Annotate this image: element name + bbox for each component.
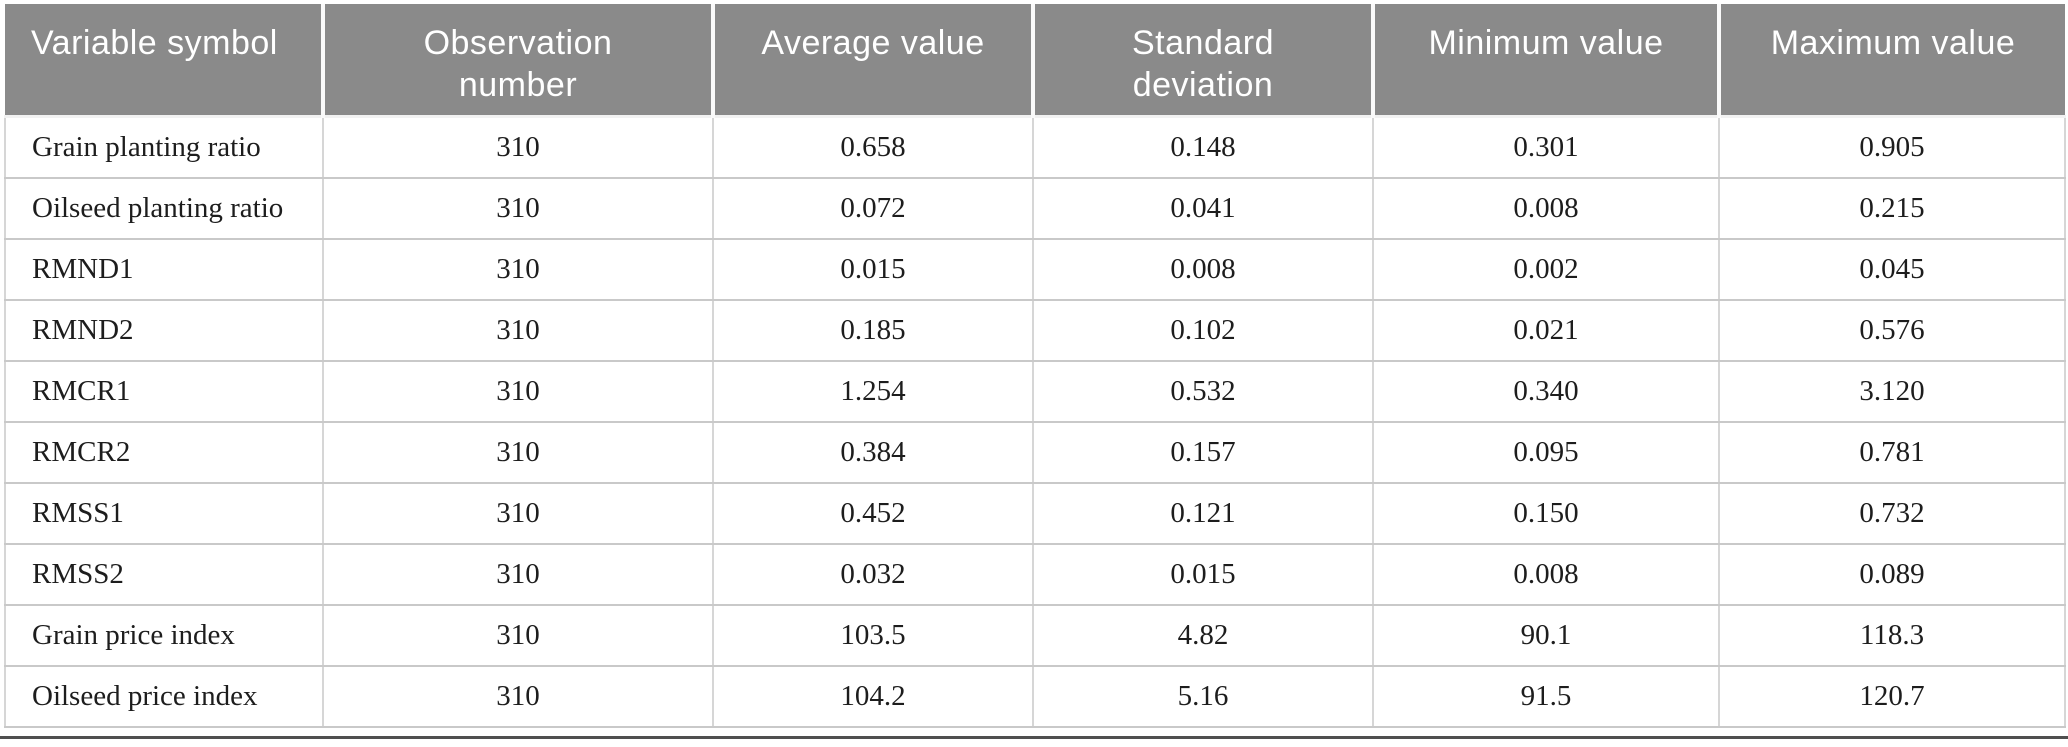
cell-standard-deviation: 0.015	[1033, 544, 1374, 606]
cell-standard-deviation: 0.121	[1033, 483, 1374, 545]
cell-standard-deviation: 0.041	[1033, 178, 1374, 240]
column-header-average-value: Average value	[713, 4, 1035, 118]
cell-average-value: 0.384	[713, 422, 1034, 484]
cell-maximum-value: 0.905	[1719, 116, 2066, 179]
cell-minimum-value: 90.1	[1373, 605, 1720, 667]
cell-standard-deviation: 0.157	[1033, 422, 1374, 484]
cell-minimum-value: 0.301	[1373, 116, 1720, 179]
cell-variable-symbol: Grain planting ratio	[4, 116, 324, 179]
cell-observation-number: 310	[323, 422, 714, 484]
cell-variable-symbol: RMSS2	[4, 544, 324, 606]
table-row: RMSS1 310 0.452 0.121 0.150 0.732	[4, 483, 2066, 545]
cell-observation-number: 310	[323, 544, 714, 606]
cell-observation-number: 310	[323, 239, 714, 301]
cell-average-value: 0.015	[713, 239, 1034, 301]
cell-variable-symbol: RMCR2	[4, 422, 324, 484]
cell-variable-symbol: RMSS1	[4, 483, 324, 545]
cell-maximum-value: 0.781	[1719, 422, 2066, 484]
cell-observation-number: 310	[323, 116, 714, 179]
cell-variable-symbol: Grain price index	[4, 605, 324, 667]
cell-variable-symbol: RMND2	[4, 300, 324, 362]
cell-observation-number: 310	[323, 300, 714, 362]
cell-observation-number: 310	[323, 666, 714, 728]
cell-average-value: 0.658	[713, 116, 1034, 179]
table-row: RMCR1 310 1.254 0.532 0.340 3.120	[4, 361, 2066, 423]
cell-maximum-value: 118.3	[1719, 605, 2066, 667]
cell-average-value: 1.254	[713, 361, 1034, 423]
table-row: Oilseed planting ratio 310 0.072 0.041 0…	[4, 178, 2066, 240]
table-header: Variable symbol Observation number Avera…	[5, 4, 2065, 118]
cell-variable-symbol: RMND1	[4, 239, 324, 301]
cell-minimum-value: 0.095	[1373, 422, 1720, 484]
cell-standard-deviation: 5.16	[1033, 666, 1374, 728]
table-bottom-rule	[0, 736, 2068, 739]
cell-maximum-value: 0.045	[1719, 239, 2066, 301]
cell-minimum-value: 0.021	[1373, 300, 1720, 362]
cell-maximum-value: 3.120	[1719, 361, 2066, 423]
summary-statistics-table: Variable symbol Observation number Avera…	[4, 4, 2066, 728]
column-header-variable-symbol: Variable symbol	[5, 4, 325, 118]
cell-minimum-value: 0.008	[1373, 544, 1720, 606]
cell-average-value: 104.2	[713, 666, 1034, 728]
cell-maximum-value: 0.576	[1719, 300, 2066, 362]
cell-variable-symbol: Oilseed price index	[4, 666, 324, 728]
cell-average-value: 0.032	[713, 544, 1034, 606]
cell-standard-deviation: 4.82	[1033, 605, 1374, 667]
cell-average-value: 0.072	[713, 178, 1034, 240]
cell-minimum-value: 0.340	[1373, 361, 1720, 423]
table-row: Oilseed price index 310 104.2 5.16 91.5 …	[4, 666, 2066, 728]
cell-standard-deviation: 0.532	[1033, 361, 1374, 423]
table-row: Grain price index 310 103.5 4.82 90.1 11…	[4, 605, 2066, 667]
cell-variable-symbol: Oilseed planting ratio	[4, 178, 324, 240]
cell-average-value: 103.5	[713, 605, 1034, 667]
cell-minimum-value: 0.150	[1373, 483, 1720, 545]
header-row: Variable symbol Observation number Avera…	[5, 4, 2065, 118]
cell-observation-number: 310	[323, 605, 714, 667]
column-header-maximum-value: Maximum value	[1719, 4, 2065, 118]
column-header-minimum-value: Minimum value	[1373, 4, 1721, 118]
cell-maximum-value: 0.089	[1719, 544, 2066, 606]
table-row: RMCR2 310 0.384 0.157 0.095 0.781	[4, 422, 2066, 484]
cell-standard-deviation: 0.102	[1033, 300, 1374, 362]
cell-minimum-value: 0.008	[1373, 178, 1720, 240]
cell-average-value: 0.452	[713, 483, 1034, 545]
cell-average-value: 0.185	[713, 300, 1034, 362]
column-header-standard-deviation: Standard deviation	[1033, 4, 1375, 118]
table-row: RMSS2 310 0.032 0.015 0.008 0.089	[4, 544, 2066, 606]
column-header-observation-number: Observation number	[323, 4, 715, 118]
cell-observation-number: 310	[323, 483, 714, 545]
cell-maximum-value: 0.215	[1719, 178, 2066, 240]
table-row: Grain planting ratio 310 0.658 0.148 0.3…	[4, 116, 2066, 179]
cell-observation-number: 310	[323, 178, 714, 240]
table-row: RMND2 310 0.185 0.102 0.021 0.576	[4, 300, 2066, 362]
table-body: Grain planting ratio 310 0.658 0.148 0.3…	[4, 116, 2066, 728]
cell-minimum-value: 91.5	[1373, 666, 1720, 728]
cell-standard-deviation: 0.008	[1033, 239, 1374, 301]
table-row: RMND1 310 0.015 0.008 0.002 0.045	[4, 239, 2066, 301]
cell-observation-number: 310	[323, 361, 714, 423]
cell-variable-symbol: RMCR1	[4, 361, 324, 423]
cell-maximum-value: 120.7	[1719, 666, 2066, 728]
cell-minimum-value: 0.002	[1373, 239, 1720, 301]
cell-maximum-value: 0.732	[1719, 483, 2066, 545]
cell-standard-deviation: 0.148	[1033, 116, 1374, 179]
